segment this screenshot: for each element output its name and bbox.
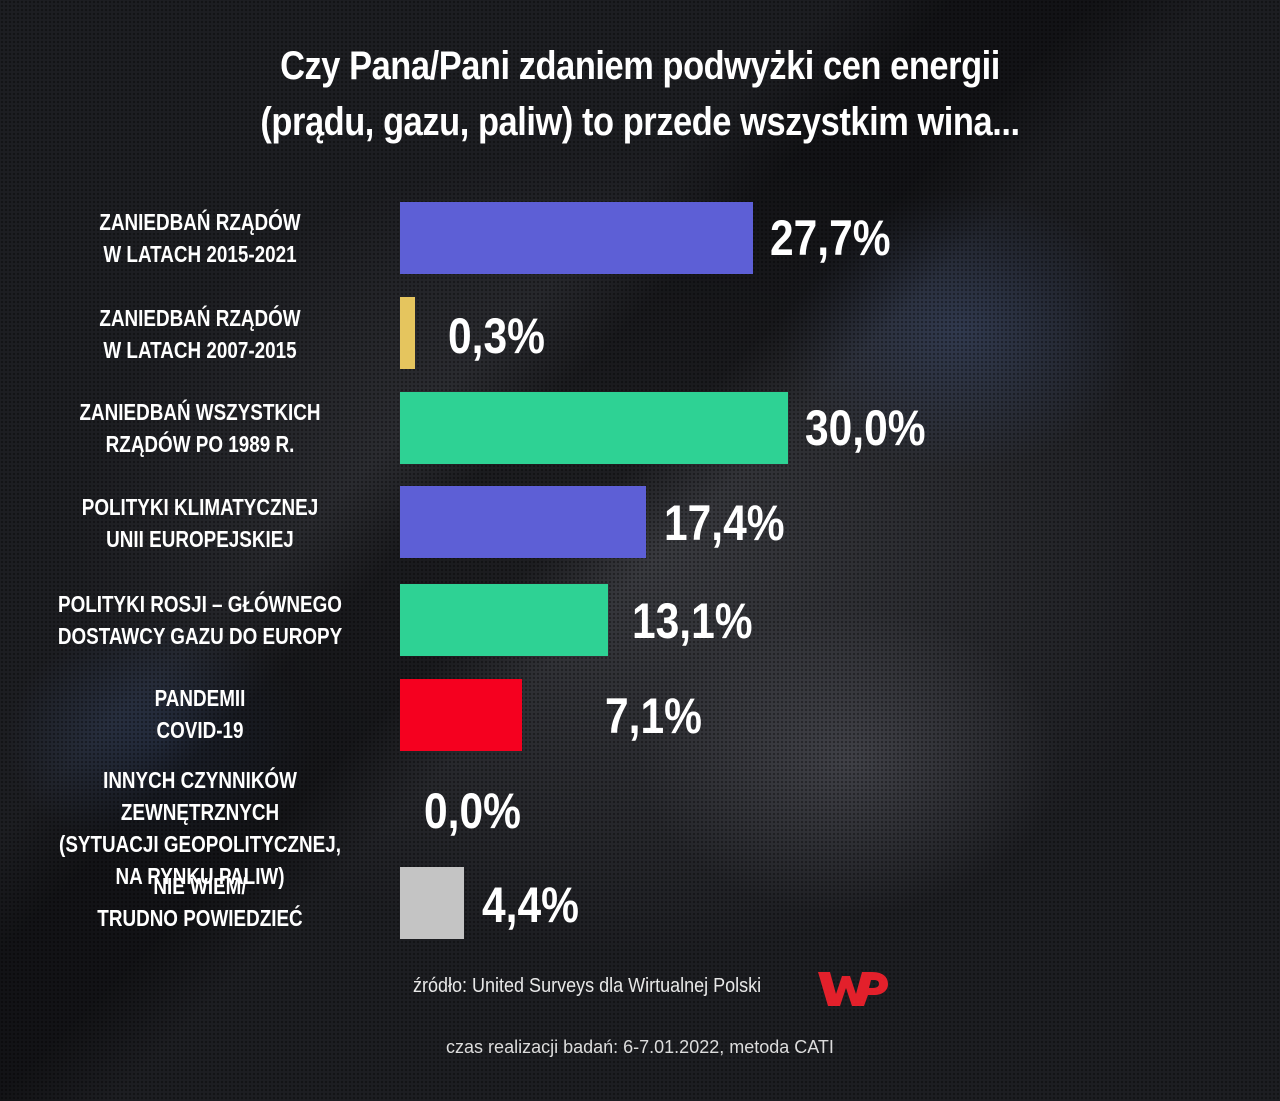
bar-label-3: POLITYKI KLIMATYCZNEJ UNII EUROPEJSKIEJ	[36, 491, 364, 555]
bar-label-5: PANDEMII COVID-19	[36, 682, 364, 746]
bar-value-3: 17,4%	[664, 495, 785, 551]
bar-2	[400, 392, 788, 464]
chart-title: Czy Pana/Pani zdaniem podwyżki cen energ…	[90, 38, 1191, 150]
bar-3	[400, 486, 646, 558]
label-line: TRUDNO POWIEDZIEĆ	[97, 905, 303, 931]
label-line: NIE WIEM/	[153, 873, 247, 899]
title-line-1: Czy Pana/Pani zdaniem podwyżki cen energ…	[280, 44, 1000, 88]
label-line: POLITYKI ROSJI – GŁÓWNEGO	[57, 591, 342, 617]
label-line: NA RYNKU PALIW)	[115, 863, 285, 889]
label-line: RZĄDÓW PO 1989 R.	[105, 431, 295, 457]
label-line: ZANIEDBAŃ WSZYSTKICH	[79, 399, 321, 425]
label-line: DOSTAWCY GAZU DO EUROPY	[57, 623, 343, 649]
bar-label-6: INNYCH CZYNNIKÓW ZEWNĘTRZNYCH (SYTUACJI …	[36, 764, 364, 892]
label-line: ZANIEDBAŃ RZĄDÓW	[99, 305, 301, 331]
bar-label-2: ZANIEDBAŃ WSZYSTKICH RZĄDÓW PO 1989 R.	[36, 396, 364, 460]
bar-label-4: POLITYKI ROSJI – GŁÓWNEGO DOSTAWCY GAZU …	[36, 588, 364, 652]
label-line: W LATACH 2015-2021	[103, 241, 297, 267]
survey-date-method: czas realizacji badań: 6-7.01.2022, meto…	[446, 1037, 834, 1057]
label-line: COVID-19	[156, 717, 244, 743]
label-line: W LATACH 2007-2015	[103, 337, 297, 363]
bar-1	[400, 297, 415, 369]
bar-label-7: NIE WIEM/ TRUDNO POWIEDZIEĆ	[36, 870, 364, 934]
bar-value-5: 7,1%	[605, 688, 702, 744]
label-line: PANDEMII	[154, 685, 246, 711]
bar-value-1: 0,3%	[448, 308, 545, 364]
bar-5	[400, 679, 522, 751]
bar-4	[400, 584, 608, 656]
bar-0	[400, 202, 753, 274]
source-note: źródło: United Surveys dla Wirtualnej Po…	[413, 975, 762, 997]
bar-label-0: ZANIEDBAŃ RZĄDÓW W LATACH 2015-2021	[36, 206, 364, 270]
label-line: ZANIEDBAŃ RZĄDÓW	[99, 209, 301, 235]
bar-label-1: ZANIEDBAŃ RZĄDÓW W LATACH 2007-2015	[36, 302, 364, 366]
label-line: UNII EUROPEJSKIEJ	[106, 526, 294, 552]
bar-value-7: 4,4%	[482, 877, 579, 933]
bar-value-4: 13,1%	[632, 593, 753, 649]
title-line-2: (prądu, gazu, paliw) to przede wszystkim…	[260, 100, 1020, 144]
label-line: (SYTUACJI GEOPOLITYCZNEJ,	[59, 831, 341, 857]
bar-value-6: 0,0%	[424, 783, 521, 839]
label-line: INNYCH CZYNNIKÓW ZEWNĘTRZNYCH	[103, 767, 297, 825]
bar-value-2: 30,0%	[805, 400, 926, 456]
wp-logo-icon	[816, 968, 890, 1008]
label-line: POLITYKI KLIMATYCZNEJ	[81, 494, 319, 520]
bar-value-0: 27,7%	[770, 210, 891, 266]
bar-7	[400, 867, 464, 939]
